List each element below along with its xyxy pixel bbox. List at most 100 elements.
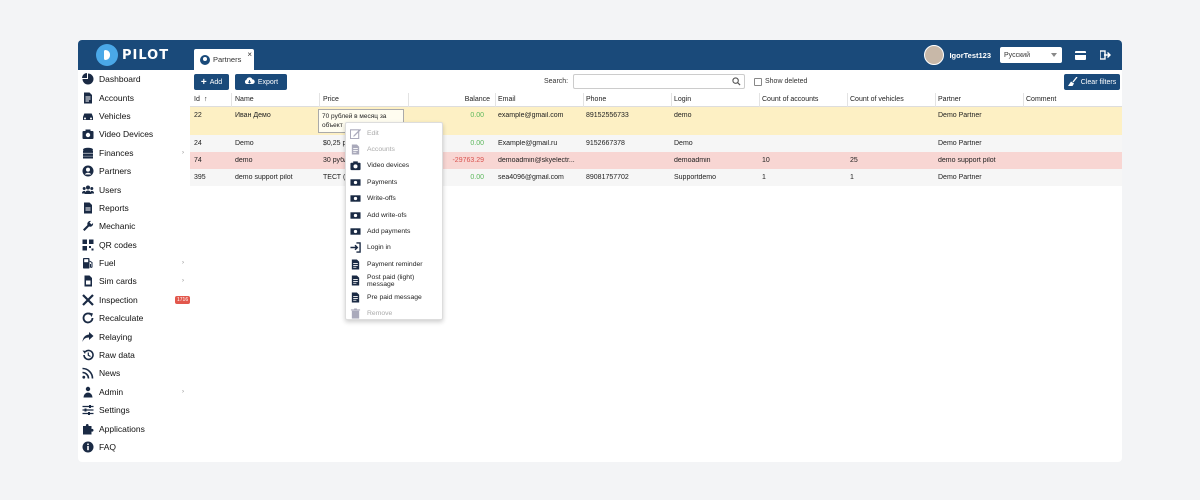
cloud-download-icon xyxy=(244,77,255,87)
sidebar-item-sim-cards[interactable]: Sim cards › xyxy=(78,272,190,290)
menu-item-post-paid-light-message[interactable]: Post paid (light) message xyxy=(346,273,442,289)
status-badge: 1716 xyxy=(175,295,191,304)
wrench-icon xyxy=(82,220,94,232)
sidebar-item-recalculate[interactable]: Recalculate xyxy=(78,309,190,327)
sidebar-item-admin[interactable]: Admin › xyxy=(78,383,190,401)
cell-vehicles: 1 xyxy=(850,174,854,181)
sort-ascending-icon[interactable]: ↑ xyxy=(204,96,208,103)
cell-name: Иван Демо xyxy=(235,112,271,119)
sidebar-item-label: Applications xyxy=(99,423,145,434)
camera-icon xyxy=(82,128,94,140)
column-header-name[interactable]: Name xyxy=(235,96,254,103)
column-separator[interactable] xyxy=(231,93,232,107)
sidebar-item-qr-codes[interactable]: QR codes xyxy=(78,236,190,254)
column-separator[interactable] xyxy=(583,93,584,107)
sidebar-item-reports[interactable]: Reports xyxy=(78,199,190,217)
plus-icon: + xyxy=(200,76,207,88)
qr-icon xyxy=(82,239,94,251)
table-row[interactable]: 22 Иван Демо 70 рублей в месяц за объект 0.… xyxy=(190,107,1122,135)
export-button[interactable]: Export xyxy=(235,74,287,90)
cell-phone: 89152556733 xyxy=(586,112,629,119)
sidebar-item-finances[interactable]: Finances › xyxy=(78,144,190,162)
logo-text: PILOT xyxy=(122,47,170,63)
sidebar-item-settings[interactable]: Settings xyxy=(78,401,190,419)
column-header-id[interactable]: Id xyxy=(194,96,200,103)
column-header-login[interactable]: Login xyxy=(674,96,692,103)
money-icon xyxy=(350,210,361,221)
sidebar-item-label: Users xyxy=(99,184,122,195)
table-row[interactable]: 24 Demo $0,25 p 0.00 Example@gmail.ru 9152667… xyxy=(190,135,1122,152)
cell-email: demoadmin@skyelectr... xyxy=(498,157,575,164)
table-row[interactable]: 395 demo support pilot ТЕСТ (0.00 sea4096@g… xyxy=(190,169,1122,186)
sidebar-item-video-devices[interactable]: Video Devices xyxy=(78,125,190,143)
column-separator[interactable] xyxy=(1023,93,1024,107)
menu-item-edit: Edit xyxy=(346,125,442,141)
menu-item-label: Write-offs xyxy=(367,195,396,203)
menu-item-remove: Remove xyxy=(346,305,442,321)
logo[interactable]: PILOT xyxy=(96,44,169,66)
sidebar-item-dashboard[interactable]: Dashboard xyxy=(78,70,190,88)
history-icon xyxy=(82,349,94,361)
menu-item-add-payments[interactable]: Add payments xyxy=(346,223,442,239)
column-header-partner[interactable]: Partner xyxy=(938,96,961,103)
chevron-right-icon: › xyxy=(182,278,184,285)
language-select[interactable]: Русский xyxy=(1000,47,1062,63)
wallet-icon[interactable] xyxy=(1073,48,1087,62)
column-separator[interactable] xyxy=(671,93,672,107)
show-deleted-checkbox[interactable] xyxy=(754,78,762,86)
sidebar-item-label: Finances xyxy=(99,147,134,158)
sidebar-item-raw-data[interactable]: Raw data xyxy=(78,346,190,364)
menu-item-payment-reminder[interactable]: Payment reminder xyxy=(346,256,442,272)
search-input[interactable] xyxy=(573,74,745,89)
menu-item-video-devices[interactable]: Video devices xyxy=(346,158,442,174)
column-separator[interactable] xyxy=(935,93,936,107)
column-separator[interactable] xyxy=(408,93,409,107)
sidebar-item-faq[interactable]: FAQ xyxy=(78,438,190,456)
sidebar-item-label: Settings xyxy=(99,405,130,416)
user-circle-icon xyxy=(200,54,210,65)
logout-icon[interactable] xyxy=(1098,48,1112,62)
menu-item-add-write-ofs[interactable]: Add write-ofs xyxy=(346,207,442,223)
cell-id: 22 xyxy=(194,112,202,119)
column-separator[interactable] xyxy=(759,93,760,107)
column-header-comment[interactable]: Comment xyxy=(1026,96,1057,103)
refresh-icon xyxy=(82,312,94,324)
money-icon xyxy=(350,226,361,237)
tab-close-icon[interactable]: × xyxy=(247,50,252,59)
column-header-count-of-accounts[interactable]: Count of accounts xyxy=(762,96,819,103)
table-header: Id Name Price Balance Email Phone Login Count o… xyxy=(190,93,1122,107)
column-header-phone[interactable]: Phone xyxy=(586,96,607,103)
sidebar-item-accounts[interactable]: Accounts xyxy=(78,88,190,106)
column-header-count-of-vehicles[interactable]: Count of vehicles xyxy=(850,96,904,103)
document-icon xyxy=(82,92,94,104)
toolbar: + Add Export Search: Show deleted Clear … xyxy=(194,73,1120,91)
column-separator[interactable] xyxy=(319,93,320,107)
sidebar-item-applications[interactable]: Applications xyxy=(78,419,190,437)
sidebar-item-news[interactable]: News xyxy=(78,364,190,382)
menu-item-login-in[interactable]: Login in xyxy=(346,240,442,256)
sidebar-item-vehicles[interactable]: Vehicles xyxy=(78,107,190,125)
column-header-price[interactable]: Price xyxy=(323,96,339,103)
username[interactable]: IgorTest123 xyxy=(949,50,991,60)
menu-item-pre-paid-message[interactable]: Pre paid message xyxy=(346,289,442,305)
add-button[interactable]: + Add xyxy=(194,74,229,90)
menu-item-write-offs[interactable]: Write-offs xyxy=(346,191,442,207)
tab-partners[interactable]: Partners × xyxy=(194,49,254,70)
sidebar-item-inspection[interactable]: Inspection 1716 xyxy=(78,291,191,309)
sidebar-item-relaying[interactable]: Relaying xyxy=(78,327,190,345)
cell-name: demo xyxy=(235,157,253,164)
table-row[interactable]: 74 demo 30 рубл -29763.29 demoadmin@skyelect… xyxy=(190,152,1122,169)
column-separator[interactable] xyxy=(847,93,848,107)
menu-item-payments[interactable]: Payments xyxy=(346,174,442,190)
sidebar-item-fuel[interactable]: Fuel › xyxy=(78,254,190,272)
avatar[interactable] xyxy=(924,45,945,65)
search-icon[interactable] xyxy=(732,77,741,86)
report-icon xyxy=(82,202,94,214)
clear-filters-button[interactable]: Clear filters xyxy=(1064,74,1120,90)
sidebar-item-partners[interactable]: Partners xyxy=(78,162,190,180)
column-header-balance[interactable]: Balance xyxy=(464,96,490,103)
column-header-email[interactable]: Email xyxy=(498,96,516,103)
sidebar-item-users[interactable]: Users xyxy=(78,180,190,198)
column-separator[interactable] xyxy=(495,93,496,107)
sidebar-item-mechanic[interactable]: Mechanic xyxy=(78,217,190,235)
